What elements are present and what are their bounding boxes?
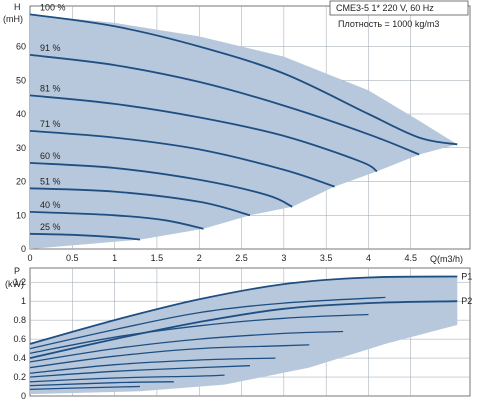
power-curve-label-p1: P1 bbox=[461, 272, 472, 282]
head-curves bbox=[29, 13, 458, 241]
power-axis-label-p: P bbox=[14, 266, 20, 276]
power-curve-speed-3 bbox=[29, 330, 344, 363]
head-curve-label-51: 51 % bbox=[40, 176, 61, 186]
head-curve-100 bbox=[29, 13, 458, 146]
power-curve-speed-4 bbox=[29, 344, 310, 369]
head-curve-40 bbox=[29, 211, 204, 230]
head-envelope-area bbox=[30, 14, 458, 250]
head-curve-60 bbox=[29, 162, 293, 208]
x-tick-label: 2 bbox=[197, 253, 202, 263]
x-tick-label: 1.5 bbox=[151, 253, 164, 263]
flow-axis-label: Q(m3/h) bbox=[430, 254, 463, 264]
x-tick-label: 3 bbox=[281, 253, 286, 263]
power-curves bbox=[29, 275, 458, 391]
x-tick-label: 0 bbox=[27, 253, 32, 263]
power-panel: P1 P2 0 0.2 0.4 0.6 0.8 1 1.2 P (kW) bbox=[5, 266, 472, 400]
power-y-tick-labels: 0 0.2 0.4 0.6 0.8 1 1.2 bbox=[13, 277, 26, 400]
power-y-tick-label: 1 bbox=[21, 296, 26, 306]
x-tick-label: 4.5 bbox=[405, 253, 418, 263]
power-y-tick-label: 0.2 bbox=[13, 372, 26, 382]
head-y-tick-label: 30 bbox=[16, 143, 26, 153]
x-tick-label: 3.5 bbox=[320, 253, 333, 263]
head-y-tick-label: 0 bbox=[21, 244, 26, 254]
head-curve-label-91: 91 % bbox=[40, 43, 61, 53]
head-curve-label-100: 100 % bbox=[40, 2, 66, 12]
info-box bbox=[329, 0, 469, 16]
head-curve-label-81: 81 % bbox=[40, 83, 61, 93]
head-operating-area bbox=[30, 14, 458, 250]
power-curve-p2 bbox=[29, 300, 458, 359]
power-curve-speed-7 bbox=[29, 374, 225, 383]
head-curve-25 bbox=[29, 232, 141, 241]
power-curve-speed-6 bbox=[29, 365, 251, 378]
info-title: CME3-5 1* 220 V, 60 Hz bbox=[336, 3, 434, 13]
head-axis-label-unit: (mH) bbox=[3, 14, 23, 24]
power-curve-label-p2: P2 bbox=[461, 296, 472, 306]
x-tick-label: 4 bbox=[366, 253, 371, 263]
head-panel: 100 %91 %81 %71 %60 %51 %40 %25 % 010203… bbox=[3, 0, 471, 264]
head-curve-label-40: 40 % bbox=[40, 200, 61, 210]
power-curve-labels: P1 P2 bbox=[461, 272, 472, 307]
head-axis-label-h: H bbox=[14, 2, 21, 12]
head-y-tick-labels: 0 10 20 30 40 50 60 bbox=[16, 42, 26, 255]
head-curve-71 bbox=[29, 130, 335, 188]
head-y-tick-label: 10 bbox=[16, 210, 26, 220]
x-tick-label: 0.5 bbox=[66, 253, 79, 263]
head-curve-label-25: 25 % bbox=[40, 222, 61, 232]
head-y-tick-label: 20 bbox=[16, 177, 26, 187]
power-axis-label-unit: (kW) bbox=[5, 279, 24, 289]
head-y-tick-label: 60 bbox=[16, 42, 26, 52]
power-y-tick-label: 0.4 bbox=[13, 353, 26, 363]
power-y-tick-label: 0.8 bbox=[13, 315, 26, 325]
power-curve-speed-8 bbox=[29, 381, 174, 387]
x-tick-label: 1 bbox=[112, 253, 117, 263]
head-y-tick-label: 50 bbox=[16, 75, 26, 85]
power-y-tick-label: 0.6 bbox=[13, 334, 26, 344]
head-curve-label-71: 71 % bbox=[40, 119, 61, 129]
flow-x-tick-labels: 0 0.5 1 1.5 2 2.5 3 3.5 4 4.5 bbox=[27, 253, 417, 263]
head-curve-labels: 100 % 91 % 81 % 71 % 60 % 51 % 40 % 25 % bbox=[40, 2, 66, 231]
power-curve-speed-2 bbox=[29, 313, 369, 354]
head-curve-81 bbox=[29, 94, 378, 173]
head-curve-91 bbox=[29, 54, 420, 156]
power-y-tick-label: 1.2 bbox=[13, 277, 26, 287]
power-curve-speed-9 bbox=[29, 385, 141, 391]
head-curve-label-60: 60 % bbox=[40, 151, 61, 161]
power-curve-speed-5 bbox=[29, 357, 276, 374]
info-density: Плотность = 1000 kg/m3 bbox=[338, 19, 439, 29]
head-curve-51 bbox=[29, 187, 251, 217]
x-tick-label: 2.5 bbox=[235, 253, 248, 263]
head-y-tick-label: 40 bbox=[16, 109, 26, 119]
power-curve-p1 bbox=[29, 275, 458, 345]
power-y-tick-label: 0 bbox=[21, 391, 26, 400]
power-curve-speed-1 bbox=[29, 296, 386, 350]
